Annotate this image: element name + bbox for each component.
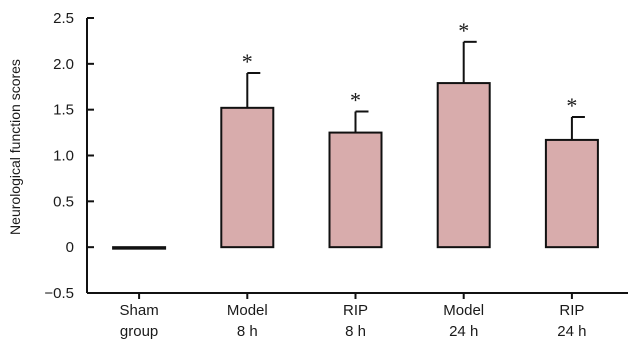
x-tick-label: group — [120, 323, 158, 340]
y-tick-label: 2.0 — [53, 56, 74, 73]
y-tick-label: 1.5 — [53, 102, 74, 119]
x-tick-label: 24 h — [449, 323, 478, 340]
y-axis-title: Neurological function scores — [7, 59, 23, 235]
y-tick-label: 2.5 — [53, 10, 74, 27]
significance-marker: * — [350, 88, 361, 113]
y-tick-label: 1.0 — [53, 148, 74, 165]
y-tick-label: −0.5 — [44, 285, 74, 302]
x-tick-label: 24 h — [557, 323, 586, 340]
x-tick-label: RIP — [343, 302, 368, 319]
bar — [544, 138, 599, 249]
bar — [328, 131, 383, 249]
bar — [220, 106, 275, 249]
x-tick-label: 8 h — [345, 323, 366, 340]
significance-marker: * — [566, 93, 577, 118]
y-tick-label: 0 — [66, 239, 74, 256]
x-tick-label: Model — [227, 302, 268, 319]
bar — [436, 82, 491, 249]
x-tick-label: RIP — [559, 302, 584, 319]
x-tick-label: Model — [443, 302, 484, 319]
x-tick-label: Sham — [120, 302, 159, 319]
x-tick-label: 8 h — [237, 323, 258, 340]
plot-area: −0.5 0 0.5 1.0 1.5 2.0 2.5 Sham group * Model 8 h * R… — [44, 10, 628, 340]
significance-marker: * — [242, 49, 253, 74]
y-tick-label: 0.5 — [53, 193, 74, 210]
bar — [112, 246, 167, 250]
significance-marker: * — [458, 18, 469, 43]
